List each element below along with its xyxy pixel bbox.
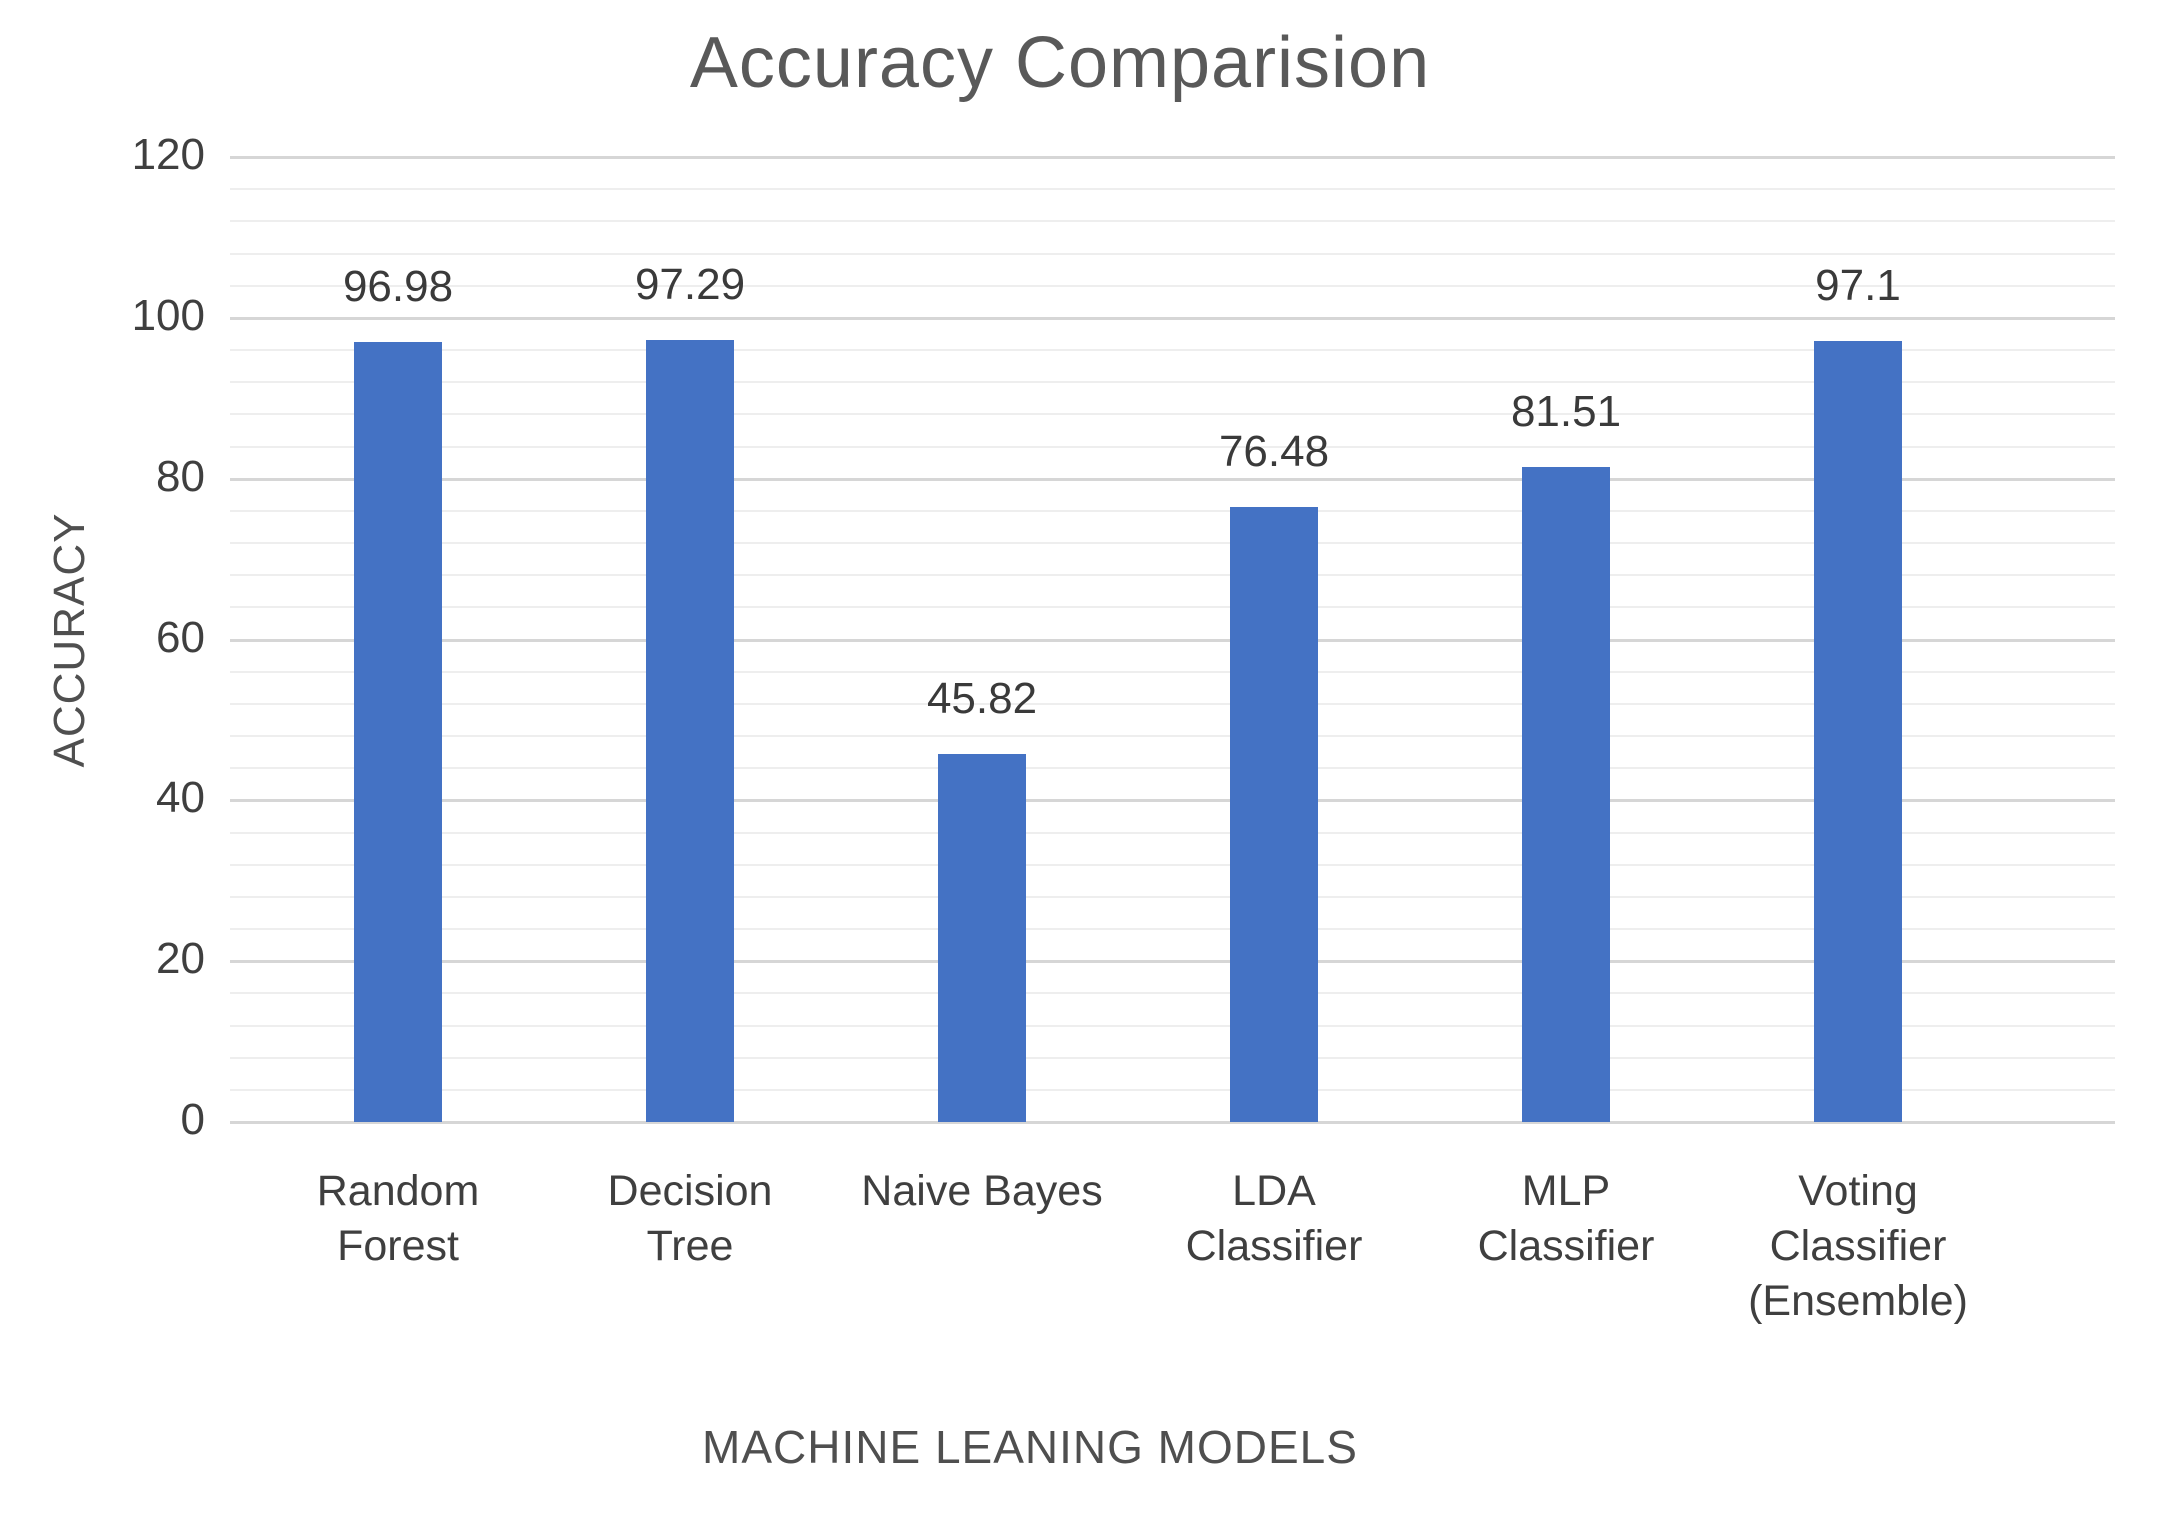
minor-gridline [230, 542, 2115, 544]
y-tick-label: 0 [180, 1095, 205, 1144]
major-gridline [230, 156, 2115, 159]
bar-mlp-classifier [1522, 466, 1610, 1122]
y-tick-label: 100 [131, 290, 205, 340]
minor-gridline [230, 220, 2115, 223]
bar-voting-classifier-ensemble- [1814, 341, 1902, 1122]
bar-lda-classifier [1230, 506, 1318, 1122]
y-tick-label: 20 [156, 934, 205, 984]
major-gridline [230, 316, 2115, 320]
category-label: Voting Classifier (Ensemble) [1748, 1167, 1968, 1326]
x-axis-title: MACHINE LEANING MODELS [702, 1421, 1358, 1473]
major-gridline [230, 799, 2115, 803]
minor-gridline [230, 284, 2115, 287]
minor-gridline [230, 574, 2115, 577]
category-label: Decision Tree [607, 1167, 773, 1271]
bar-value-label: 96.98 [342, 262, 454, 312]
minor-gridline [230, 509, 2115, 512]
minor-gridline [230, 863, 2115, 866]
bar-value-label: 76.48 [1218, 426, 1330, 476]
minor-gridline [230, 895, 2115, 898]
y-tick-label: 60 [156, 612, 205, 662]
minor-gridline [230, 606, 2115, 609]
bar-value-label: 45.82 [926, 673, 1038, 723]
category-label: LDA Classifier [1185, 1167, 1363, 1271]
bar-naive-bayes [938, 753, 1026, 1122]
minor-gridline [230, 1088, 2115, 1091]
bar-value-label: 81.51 [1510, 386, 1622, 436]
minor-gridline [230, 445, 2115, 448]
bar-value-label: 97.1 [1815, 261, 1901, 311]
minor-gridline [230, 381, 2115, 384]
minor-gridline [230, 413, 2115, 416]
minor-gridline [230, 1024, 2115, 1027]
minor-gridline [230, 349, 2115, 351]
minor-gridline [230, 992, 2115, 995]
bar-value-label: 97.29 [634, 259, 746, 309]
minor-gridline [230, 767, 2115, 770]
minor-gridline [230, 735, 2115, 737]
minor-gridline [230, 252, 2115, 255]
minor-gridline [230, 831, 2115, 834]
minor-gridline [230, 1056, 2115, 1059]
y-tick-label: 120 [131, 130, 205, 179]
category-label: Naive Bayes [861, 1167, 1103, 1215]
y-tick-label: 80 [156, 451, 205, 501]
chart-title: Accuracy Comparision [689, 23, 1431, 103]
bar-decision-tree [646, 339, 734, 1122]
category-label: Random Forest [316, 1167, 480, 1271]
major-gridline [230, 638, 2115, 642]
major-gridline [230, 960, 2115, 964]
bar-random-forest [354, 342, 442, 1122]
minor-gridline [230, 670, 2115, 673]
minor-gridline [230, 928, 2115, 930]
y-tick-label: 40 [156, 773, 205, 823]
minor-gridline [230, 188, 2115, 191]
category-label: MLP Classifier [1477, 1167, 1655, 1271]
major-gridline [230, 477, 2115, 481]
minor-gridline [230, 702, 2115, 705]
major-gridline [230, 1121, 2115, 1124]
